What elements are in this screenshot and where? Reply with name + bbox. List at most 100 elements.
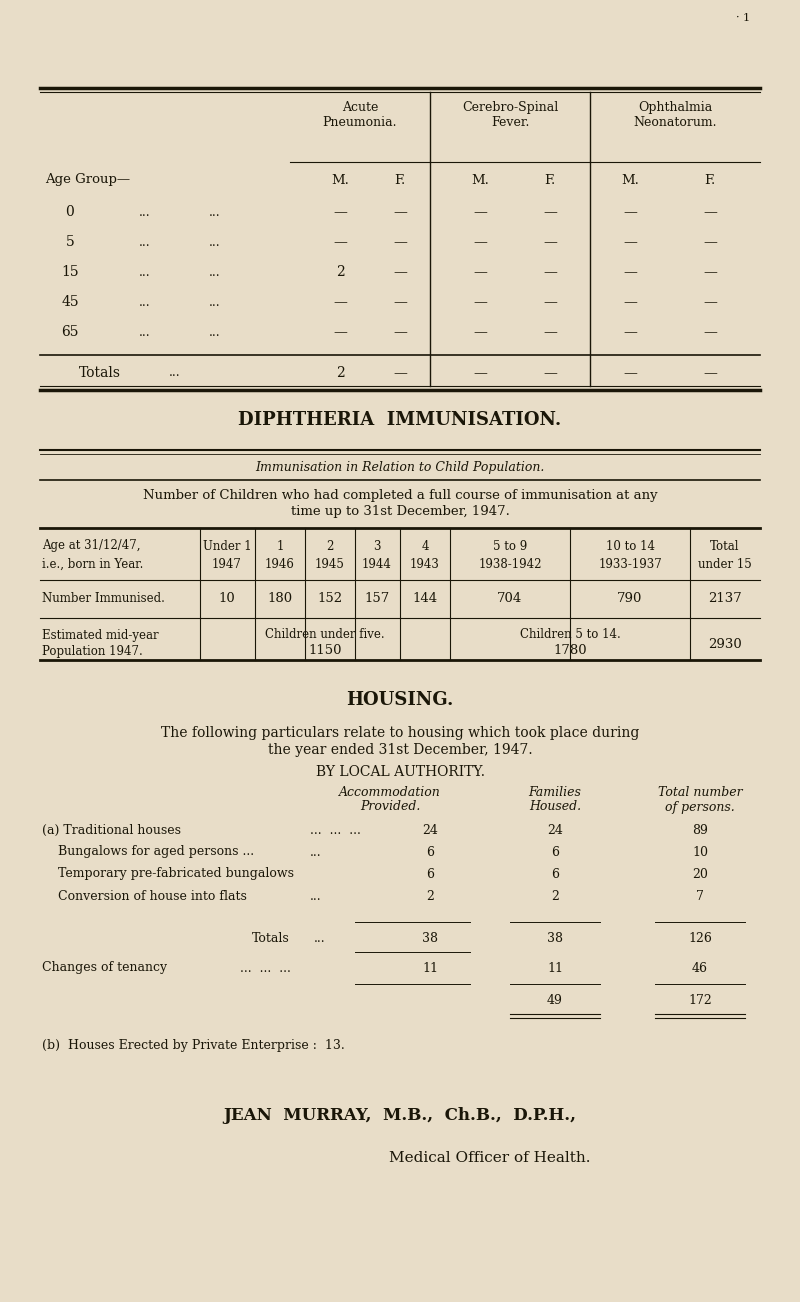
Text: JEAN  MURRAY,  M.B.,  Ch.B.,  D.P.H.,: JEAN MURRAY, M.B., Ch.B., D.P.H.,: [223, 1108, 577, 1125]
Text: ...: ...: [209, 296, 221, 309]
Text: Number Immunised.: Number Immunised.: [42, 592, 165, 605]
Text: Housed.: Housed.: [529, 801, 581, 814]
Text: ...: ...: [209, 326, 221, 339]
Text: ...: ...: [139, 236, 151, 249]
Text: 4: 4: [422, 539, 429, 552]
Text: 38: 38: [422, 931, 438, 944]
Text: under 15: under 15: [698, 557, 752, 570]
Text: 38: 38: [547, 931, 563, 944]
Text: ...: ...: [139, 326, 151, 339]
Text: Changes of tenancy: Changes of tenancy: [42, 961, 167, 974]
Text: Accommodation: Accommodation: [339, 786, 441, 799]
Text: M.: M.: [621, 173, 639, 186]
Text: The following particulars relate to housing which took place during: The following particulars relate to hous…: [161, 727, 639, 740]
Text: —: —: [473, 296, 487, 309]
Text: 7: 7: [696, 889, 704, 902]
Text: —: —: [703, 266, 717, 279]
Text: ...: ...: [310, 845, 322, 858]
Text: —: —: [623, 326, 637, 339]
Text: —: —: [393, 234, 407, 249]
Text: 2: 2: [336, 266, 344, 279]
Text: Acute
Pneumonia.: Acute Pneumonia.: [322, 102, 398, 129]
Text: · 1: · 1: [736, 13, 750, 23]
Text: —: —: [703, 366, 717, 380]
Text: —: —: [473, 366, 487, 380]
Text: Age at 31/12/47,: Age at 31/12/47,: [42, 539, 141, 552]
Text: 2: 2: [426, 889, 434, 902]
Text: Children 5 to 14.: Children 5 to 14.: [520, 629, 620, 642]
Text: 1947: 1947: [212, 557, 242, 570]
Text: F.: F.: [704, 173, 716, 186]
Text: Temporary pre-fabricated bungalows: Temporary pre-fabricated bungalows: [42, 867, 294, 880]
Text: 1943: 1943: [410, 557, 440, 570]
Text: M.: M.: [471, 173, 489, 186]
Text: —: —: [473, 326, 487, 339]
Text: 6: 6: [551, 845, 559, 858]
Text: Totals: Totals: [79, 366, 121, 380]
Text: —: —: [393, 266, 407, 279]
Text: 790: 790: [618, 592, 642, 605]
Text: ...: ...: [139, 206, 151, 219]
Text: i.e., born in Year.: i.e., born in Year.: [42, 557, 143, 570]
Text: 144: 144: [413, 592, 438, 605]
Text: (b)  Houses Erected by Private Enterprise :  13.: (b) Houses Erected by Private Enterprise…: [42, 1039, 345, 1052]
Text: —: —: [473, 266, 487, 279]
Text: time up to 31st December, 1947.: time up to 31st December, 1947.: [290, 504, 510, 517]
Text: 11: 11: [547, 961, 563, 974]
Text: —: —: [393, 204, 407, 219]
Text: F.: F.: [394, 173, 406, 186]
Text: 49: 49: [547, 993, 563, 1006]
Text: —: —: [543, 366, 557, 380]
Text: Children under five.: Children under five.: [265, 629, 385, 642]
Text: 1780: 1780: [553, 644, 587, 658]
Text: —: —: [623, 234, 637, 249]
Text: ...: ...: [209, 236, 221, 249]
Text: 152: 152: [318, 592, 342, 605]
Text: ...  ...  ...: ... ... ...: [310, 823, 361, 836]
Text: Conversion of house into flats: Conversion of house into flats: [42, 889, 247, 902]
Text: Number of Children who had completed a full course of immunisation at any: Number of Children who had completed a f…: [142, 488, 658, 501]
Text: ...: ...: [209, 266, 221, 279]
Text: ...  ...  ...: ... ... ...: [240, 961, 291, 974]
Text: ...: ...: [310, 889, 322, 902]
Text: 3: 3: [374, 539, 381, 552]
Text: Estimated mid-year: Estimated mid-year: [42, 629, 158, 642]
Text: Under 1: Under 1: [202, 539, 251, 552]
Text: ...: ...: [139, 266, 151, 279]
Text: 2137: 2137: [708, 592, 742, 605]
Text: —: —: [543, 326, 557, 339]
Text: 24: 24: [422, 823, 438, 836]
Text: 1: 1: [276, 539, 284, 552]
Text: ...: ...: [139, 296, 151, 309]
Text: —: —: [703, 326, 717, 339]
Text: Medical Officer of Health.: Medical Officer of Health.: [390, 1151, 590, 1165]
Text: 180: 180: [267, 592, 293, 605]
Text: —: —: [393, 366, 407, 380]
Text: 5 to 9: 5 to 9: [493, 539, 527, 552]
Text: 10 to 14: 10 to 14: [606, 539, 654, 552]
Text: 2: 2: [336, 366, 344, 380]
Text: 46: 46: [692, 961, 708, 974]
Text: 65: 65: [62, 326, 78, 339]
Text: 1945: 1945: [315, 557, 345, 570]
Text: 0: 0: [66, 204, 74, 219]
Text: Ophthalmia
Neonatorum.: Ophthalmia Neonatorum.: [634, 102, 717, 129]
Text: M.: M.: [331, 173, 349, 186]
Text: ...: ...: [314, 931, 326, 944]
Text: —: —: [623, 296, 637, 309]
Text: ...: ...: [169, 366, 181, 379]
Text: 1933-1937: 1933-1937: [598, 557, 662, 570]
Text: 15: 15: [61, 266, 79, 279]
Text: Bungalows for aged persons ...: Bungalows for aged persons ...: [42, 845, 254, 858]
Text: 89: 89: [692, 823, 708, 836]
Text: —: —: [543, 296, 557, 309]
Text: 6: 6: [426, 845, 434, 858]
Text: 1938-1942: 1938-1942: [478, 557, 542, 570]
Text: 1150: 1150: [308, 644, 342, 658]
Text: ...: ...: [209, 206, 221, 219]
Text: 5: 5: [66, 234, 74, 249]
Text: Immunisation in Relation to Child Population.: Immunisation in Relation to Child Popula…: [255, 461, 545, 474]
Text: Provided.: Provided.: [360, 801, 420, 814]
Text: of persons.: of persons.: [665, 801, 735, 814]
Text: 10: 10: [692, 845, 708, 858]
